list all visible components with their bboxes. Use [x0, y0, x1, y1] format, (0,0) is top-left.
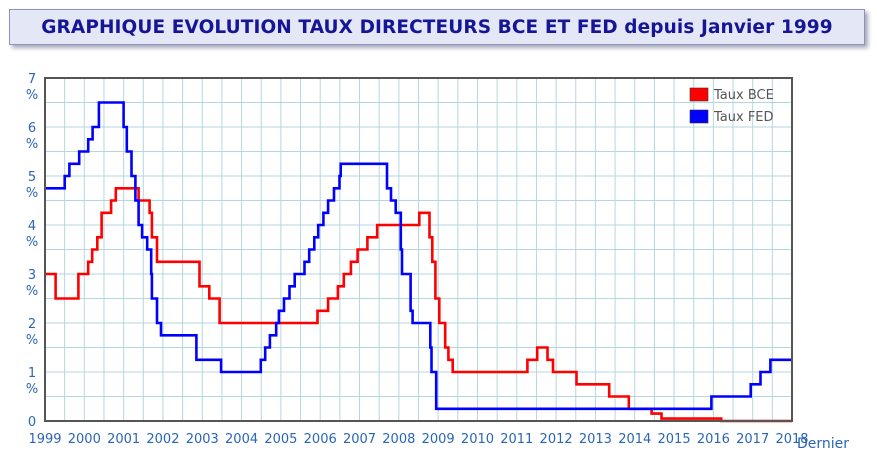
y-axis-ticks: 0 1 % 2 % 3 % 4 % 5 % 6 % 7%: [26, 72, 38, 430]
legend: Taux BCE Taux FED: [689, 87, 774, 125]
y-tick-label: 4%: [26, 219, 38, 250]
x-tick-label: 2017: [736, 432, 769, 447]
series-line-bce: [45, 187, 792, 423]
plot-frame: [44, 77, 793, 422]
y-tick-label: 0: [28, 415, 36, 430]
x-tick-label: 2001: [107, 432, 140, 447]
y-tick-label: 1%: [26, 366, 38, 397]
chart-grid: [44, 77, 793, 422]
x-tick-label: 2003: [186, 432, 219, 447]
x-tick-label: 1999: [28, 432, 61, 447]
x-axis-ticks: 1999 2000 2001 2002 2003 2004 2005 2006 2007 2008…: [28, 432, 808, 447]
x-tick-label: 2004: [225, 432, 258, 447]
x-tick-label: 2006: [304, 432, 337, 447]
y-tick-label: 3%: [26, 268, 38, 299]
page-title: GRAPHIQUE EVOLUTION TAUX DIRECTEURS BCE …: [41, 16, 833, 38]
series-layer: [45, 101, 792, 423]
x-tick-label: 2000: [68, 432, 101, 447]
legend-swatch: [689, 109, 709, 124]
legend-label: Taux FED: [713, 110, 774, 125]
x-tick-label: 2008: [382, 432, 415, 447]
y-tick-label: 6%: [26, 121, 38, 152]
x-tick-label: 2012: [540, 432, 573, 447]
x-tick-label: 2018: [775, 432, 808, 447]
x-tick-label: 2015: [658, 432, 691, 447]
x-tick-label: 2014: [618, 432, 651, 447]
legend-swatch: [689, 87, 709, 102]
series-line-fed: [45, 101, 792, 411]
y-tick-label: 7%: [26, 72, 38, 103]
x-tick-label: 2007: [343, 432, 376, 447]
x-tick-label: 2002: [146, 432, 179, 447]
x-tick-label: 2013: [579, 432, 612, 447]
footer-dernier-label: Dernier: [797, 436, 849, 452]
y-tick-label: 5%: [26, 170, 38, 201]
legend-label: Taux BCE: [713, 88, 774, 103]
x-tick-label: 2005: [264, 432, 297, 447]
y-tick-label: 2%: [26, 317, 38, 348]
x-tick-label: 2011: [500, 432, 533, 447]
x-tick-label: 2010: [461, 432, 494, 447]
title-banner: GRAPHIQUE EVOLUTION TAUX DIRECTEURS BCE …: [9, 9, 865, 45]
x-tick-label: 2009: [422, 432, 455, 447]
x-tick-label: 2016: [697, 432, 730, 447]
